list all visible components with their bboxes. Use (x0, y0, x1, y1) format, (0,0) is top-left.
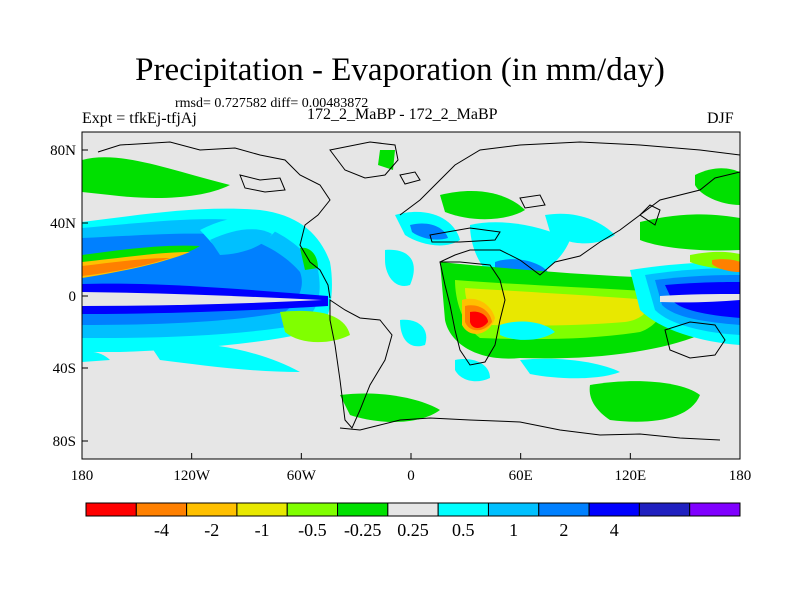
colorbar-swatch (286, 502, 339, 517)
contour-green (378, 150, 395, 170)
colorbar: -4 -2 -1 -0.5 -0.25 0.25 0.5 1 2 4 (85, 502, 741, 540)
contour-blue (410, 223, 448, 240)
y-tick-label: 80S (53, 434, 76, 450)
contour-green (340, 393, 440, 422)
contour-cyan (385, 249, 414, 286)
contour-cyan (520, 358, 620, 379)
colorbar-swatch (437, 502, 489, 517)
antarctica-outline (339, 417, 721, 441)
colorbar-label: 0.5 (452, 520, 475, 540)
continent-outlines (97, 141, 740, 441)
contour-red (470, 311, 488, 328)
y-tick-label: 0 (69, 289, 77, 305)
contour-cyan (82, 351, 110, 362)
contour-green (589, 381, 700, 422)
colorbar-swatch (689, 502, 741, 517)
colorbar-swatch (538, 502, 590, 517)
colorbar-label: -2 (204, 520, 219, 540)
colorbar-label: 1 (509, 520, 518, 540)
colorbar-swatch (337, 502, 389, 517)
contour-cyan (545, 213, 615, 244)
australia-outline (664, 321, 726, 359)
x-axis-ticks: 180 120W 60W 0 60E 120E 180 (71, 453, 752, 484)
contour-orange (712, 259, 740, 272)
north-america-outline (97, 141, 331, 299)
colorbar-swatch (588, 502, 640, 517)
japan-outline (639, 204, 661, 226)
experiment-label: Expt = tfkEj-tfjAj (82, 110, 197, 127)
x-tick-label: 60W (287, 468, 317, 484)
colorbar-label: -0.5 (298, 520, 327, 540)
colorbar-label: -4 (154, 520, 169, 540)
rmsd-diff-stats: rmsd= 0.727582 diff= 0.00483872 (175, 96, 369, 111)
contour-white-gap (660, 294, 740, 303)
contour-lightblue (210, 229, 272, 255)
greenland-outline (329, 141, 399, 179)
south-america-outline (329, 299, 393, 429)
colorbar-label: 2 (559, 520, 568, 540)
contour-green (82, 157, 230, 198)
contour-green (695, 168, 740, 205)
colorbar-swatch (638, 502, 691, 517)
x-tick-label: 0 (407, 468, 415, 484)
contour-orange (82, 258, 170, 276)
y-axis-ticks: 80N 40N 0 40S 80S (50, 143, 88, 450)
great-lakes-outline (239, 174, 286, 193)
colorbar-label: -1 (255, 520, 270, 540)
y-tick-label: 40S (53, 361, 76, 377)
y-tick-label: 40N (50, 216, 76, 232)
colorbar-label: 0.25 (397, 520, 429, 540)
x-tick-label: 180 (71, 468, 94, 484)
x-tick-label: 120W (173, 468, 211, 484)
contour-cyan (455, 359, 490, 382)
contour-white-gap (82, 292, 322, 306)
colorbar-label: -0.25 (344, 520, 382, 540)
colorbar-swatch (487, 502, 540, 517)
contour-green (440, 190, 525, 220)
chart-title: Precipitation - Evaporation (in mm/day) (135, 52, 665, 88)
x-tick-label: 180 (729, 468, 752, 484)
contour-cyan (150, 343, 300, 372)
mediterranean-outline (429, 227, 501, 243)
caspian-outline (519, 194, 546, 209)
contour-cyan (400, 319, 427, 347)
contour-yellow (465, 288, 650, 326)
x-tick-label: 120E (614, 468, 646, 484)
run-comparison-label: 172_2_MaBP - 172_2_MaBP (307, 106, 498, 123)
contour-green (640, 214, 740, 251)
colorbar-swatch (387, 502, 439, 517)
colorbar-swatch (85, 502, 137, 517)
contour-fill-layer (82, 150, 740, 422)
colorbar-swatch (135, 502, 188, 517)
eurasia-outline (399, 141, 740, 276)
colorbar-swatch (236, 502, 288, 517)
iceland-outline (399, 171, 421, 185)
colorbar-swatch (186, 502, 238, 517)
contour-cyan (500, 321, 555, 340)
x-tick-label: 60E (509, 468, 533, 484)
africa-outline (439, 261, 506, 366)
colorbar-label: 4 (610, 520, 619, 540)
y-tick-label: 80N (50, 143, 76, 159)
season-label: DJF (707, 110, 734, 127)
